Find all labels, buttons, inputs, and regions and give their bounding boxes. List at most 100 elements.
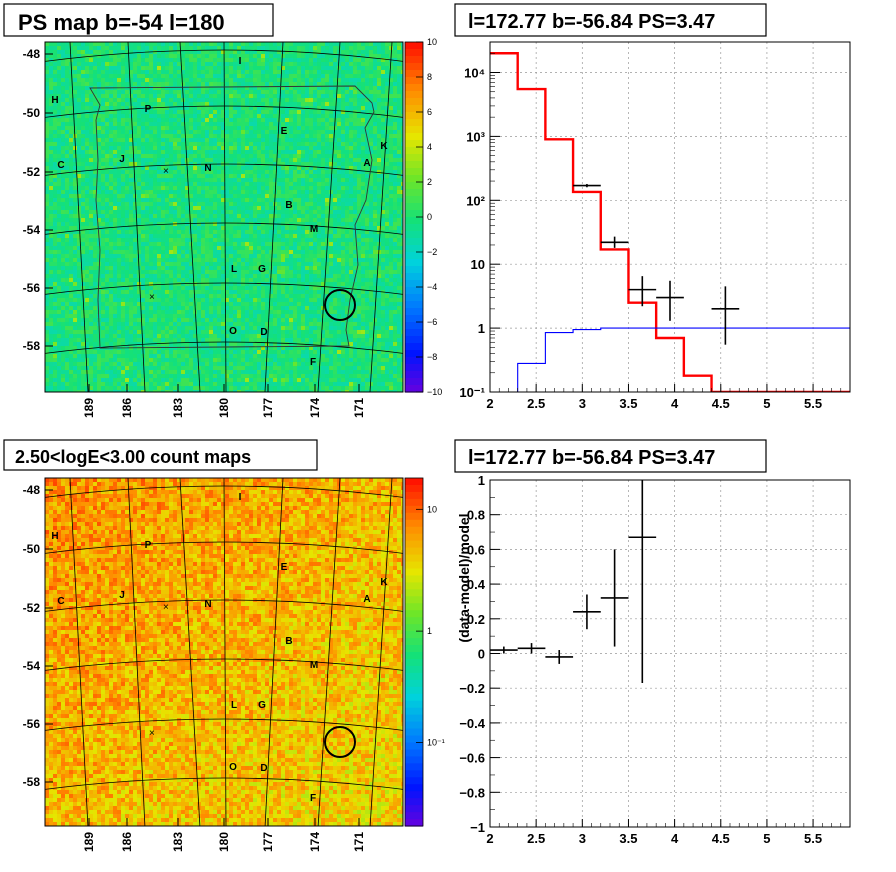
heatmap-cell	[393, 70, 398, 75]
heatmap-cell	[389, 194, 394, 199]
heatmap-cell	[241, 58, 246, 63]
heatmap-cell	[229, 82, 234, 87]
heatmap-cell	[89, 178, 94, 183]
heatmap-cell	[329, 98, 334, 103]
heatmap-cell	[77, 118, 82, 123]
heatmap-cell	[257, 102, 262, 107]
heatmap-cell	[125, 154, 130, 159]
heatmap-cell	[121, 178, 126, 183]
heatmap-cell	[149, 222, 154, 227]
heatmap-cell	[109, 82, 114, 87]
heatmap-cell	[165, 138, 170, 143]
heatmap-cell	[253, 130, 258, 135]
heatmap-cell	[289, 126, 294, 131]
heatmap-cell	[341, 110, 346, 115]
heatmap-cell	[229, 166, 234, 171]
heatmap-cell	[73, 50, 78, 55]
heatmap-cell	[133, 154, 138, 159]
heatmap-cell	[161, 98, 166, 103]
heatmap-cell	[169, 122, 174, 127]
heatmap-cell	[201, 262, 206, 267]
heatmap-cell	[281, 126, 286, 131]
heatmap-cell	[49, 86, 54, 91]
heatmap-cell	[229, 174, 234, 179]
heatmap-cell	[201, 142, 206, 147]
heatmap-cell	[353, 182, 358, 187]
heatmap-cell	[137, 150, 142, 155]
heatmap-cell	[225, 194, 230, 199]
heatmap-cell	[125, 194, 130, 199]
heatmap-cell	[265, 118, 270, 123]
heatmap-cell	[269, 146, 274, 151]
heatmap-cell	[381, 238, 386, 243]
heatmap-cell	[341, 134, 346, 139]
heatmap-cell	[53, 158, 58, 163]
heatmap-cell	[265, 186, 270, 191]
heatmap-cell	[105, 134, 110, 139]
heatmap-cell	[53, 246, 58, 251]
heatmap-cell	[233, 102, 238, 107]
heatmap-cell	[397, 142, 402, 147]
heatmap-cell	[361, 54, 366, 59]
heatmap-cell	[233, 166, 238, 171]
heatmap-cell	[237, 62, 242, 67]
heatmap-cell	[129, 54, 134, 59]
heatmap-cell	[205, 126, 210, 131]
heatmap-cell	[197, 78, 202, 83]
heatmap-cell	[329, 146, 334, 151]
heatmap-cell	[77, 254, 82, 259]
heatmap-cell	[45, 174, 50, 179]
heatmap-cell	[217, 122, 222, 127]
heatmap-cell	[137, 158, 142, 163]
heatmap-cell	[101, 182, 106, 187]
heatmap-cell	[381, 78, 386, 83]
heatmap-cell	[97, 74, 102, 79]
heatmap-cell	[137, 154, 142, 159]
heatmap-cell	[109, 210, 114, 215]
heatmap-cell	[73, 222, 78, 227]
heatmap-cell	[297, 206, 302, 211]
heatmap-cell	[65, 186, 70, 191]
heatmap-cell	[369, 58, 374, 63]
heatmap-cell	[345, 214, 350, 219]
heatmap-cell	[197, 138, 202, 143]
heatmap-cell	[261, 182, 266, 187]
heatmap-cell	[129, 142, 134, 147]
heatmap-cell	[297, 178, 302, 183]
heatmap-cell	[113, 194, 118, 199]
heatmap-cell	[289, 46, 294, 51]
heatmap-cell	[53, 218, 58, 223]
heatmap-cell	[49, 46, 54, 51]
heatmap-cell	[65, 90, 70, 95]
heatmap-cell	[241, 250, 246, 255]
heatmap-cell	[225, 222, 230, 227]
heatmap-cell	[337, 102, 342, 107]
heatmap-cell	[305, 170, 310, 175]
heatmap-cell	[313, 86, 318, 91]
heatmap-cell	[281, 106, 286, 111]
heatmap-cell	[241, 198, 246, 203]
heatmap-cell	[377, 166, 382, 171]
heatmap-cell	[157, 238, 162, 243]
heatmap-cell	[377, 126, 382, 131]
heatmap-cell	[153, 210, 158, 215]
heatmap-cell	[141, 138, 146, 143]
heatmap-cell	[45, 90, 50, 95]
heatmap-cell	[141, 46, 146, 51]
heatmap-cell	[313, 214, 318, 219]
heatmap-cell	[257, 114, 262, 119]
heatmap-cell	[289, 138, 294, 143]
heatmap-cell	[353, 150, 358, 155]
heatmap-cell	[353, 174, 358, 179]
heatmap-cell	[169, 42, 174, 47]
heatmap-cell	[353, 138, 358, 143]
heatmap-cell	[321, 230, 326, 235]
heatmap-cell	[65, 198, 70, 203]
heatmap-cell	[137, 162, 142, 167]
heatmap-cell	[173, 70, 178, 75]
heatmap-cell	[105, 198, 110, 203]
heatmap-cell	[305, 110, 310, 115]
heatmap-cell	[265, 82, 270, 87]
heatmap-cell	[89, 142, 94, 147]
heatmap-cell	[101, 114, 106, 119]
